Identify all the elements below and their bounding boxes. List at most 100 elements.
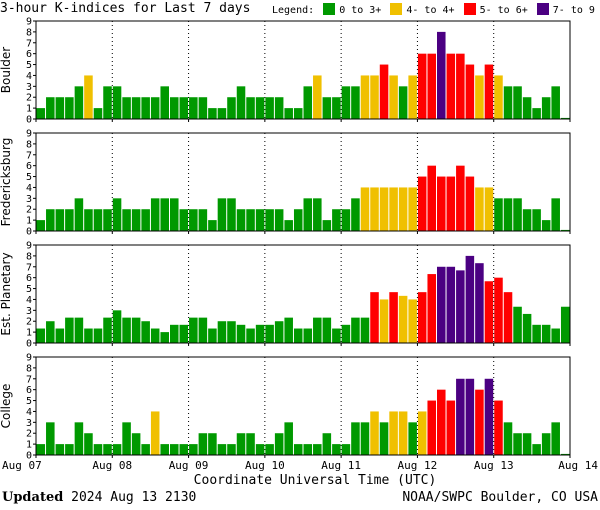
k-index-bar xyxy=(217,108,227,119)
k-index-bar xyxy=(522,97,532,119)
k-index-bar xyxy=(160,86,169,119)
k-index-bar xyxy=(484,187,494,231)
k-index-bar xyxy=(217,198,227,231)
k-index-bar xyxy=(522,433,532,455)
k-index-bar xyxy=(437,266,446,343)
k-index-bar xyxy=(293,328,303,343)
k-index-bar xyxy=(141,209,150,231)
k-index-bar xyxy=(379,64,389,119)
k-index-bar xyxy=(208,328,217,343)
k-index-bar xyxy=(303,198,313,231)
k-index-bar xyxy=(46,97,55,119)
k-index-bar xyxy=(160,332,169,343)
k-index-bar xyxy=(541,324,551,343)
legend-swatch-yellow xyxy=(390,3,403,15)
k-index-bar xyxy=(179,444,189,455)
k-index-bar xyxy=(217,321,227,343)
k-index-bar xyxy=(360,187,370,231)
k-index-bar xyxy=(389,75,398,119)
legend-item-quiet: 0 to 3+ xyxy=(323,3,381,16)
k-index-bar xyxy=(456,165,465,231)
k-index-bar xyxy=(560,117,570,119)
y-tick-label: 4 xyxy=(26,407,32,418)
k-index-bar xyxy=(265,209,274,231)
k-index-bar xyxy=(55,328,65,343)
y-tick-label: 4 xyxy=(26,71,32,82)
x-tick-label: Aug 07 xyxy=(2,459,42,472)
legend: Legend: 0 to 3+ 4- to 4+ 5- to 6+ 7- to … xyxy=(272,3,595,16)
k-index-bar xyxy=(93,108,103,119)
k-index-bar xyxy=(131,433,141,455)
y-tick-label: 0 xyxy=(26,339,32,350)
k-index-bar xyxy=(360,317,370,343)
k-index-bar xyxy=(55,444,65,455)
y-tick-label: 9 xyxy=(26,129,32,140)
k-index-bar xyxy=(456,270,465,343)
k-index-bar xyxy=(112,310,122,343)
k-index-bar xyxy=(255,444,265,455)
panel-frame xyxy=(35,132,571,232)
k-index-bar xyxy=(246,328,255,343)
k-index-bar xyxy=(46,321,55,343)
k-index-bar xyxy=(465,176,475,231)
k-index-bar xyxy=(379,422,389,455)
y-tick-label: 3 xyxy=(26,194,32,205)
y-tick-label: 8 xyxy=(26,251,32,262)
k-index-bar xyxy=(370,75,379,119)
k-index-bar xyxy=(427,400,436,455)
y-tick-label: 6 xyxy=(26,273,32,284)
k-index-bar xyxy=(437,389,446,455)
k-index-bar xyxy=(360,422,370,455)
panel-name: College xyxy=(0,384,13,429)
panel-frame xyxy=(35,356,571,456)
k-index-bar xyxy=(456,53,465,119)
k-index-bar xyxy=(141,321,150,343)
k-index-bar xyxy=(122,97,131,119)
k-index-bar xyxy=(189,317,198,343)
k-index-bar xyxy=(341,324,351,343)
k-index-bar xyxy=(93,209,103,231)
x-tick-label: Aug 09 xyxy=(169,459,209,472)
x-tick-label: Aug 14 xyxy=(558,459,598,472)
k-index-bar xyxy=(465,378,475,455)
legend-label: Legend: xyxy=(272,5,315,16)
k-index-bar xyxy=(456,378,465,455)
k-index-bar xyxy=(475,187,484,231)
k-index-bar xyxy=(179,97,189,119)
y-tick-label: 5 xyxy=(26,172,32,183)
legend-item-label: 4- to 4+ xyxy=(406,5,455,16)
k-index-bar xyxy=(475,75,484,119)
k-index-bar xyxy=(36,328,46,343)
k-index-bar xyxy=(522,209,532,231)
y-tick-label: 8 xyxy=(26,363,32,374)
k-index-bar xyxy=(122,317,131,343)
k-index-bar xyxy=(484,64,494,119)
legend-item-active: 4- to 4+ xyxy=(390,3,455,16)
k-index-bar xyxy=(475,263,484,343)
k-index-bar xyxy=(112,444,122,455)
k-index-bar xyxy=(313,317,322,343)
updated-time: 2024 Aug 13 2130 xyxy=(71,490,197,505)
k-index-bar xyxy=(417,53,427,119)
k-index-bar xyxy=(513,433,522,455)
k-index-bar xyxy=(46,209,55,231)
k-index-bar xyxy=(560,229,570,231)
panel-name: Fredericksburg xyxy=(0,138,13,227)
k-index-bar xyxy=(265,97,274,119)
k-index-bar xyxy=(417,411,427,455)
k-index-bar xyxy=(303,328,313,343)
k-index-bar xyxy=(246,209,255,231)
k-index-bar xyxy=(551,198,560,231)
k-index-bar xyxy=(84,328,93,343)
x-tick-label: Aug 08 xyxy=(92,459,132,472)
k-index-bar xyxy=(141,444,150,455)
k-index-bar xyxy=(560,306,570,343)
k-index-bar xyxy=(398,187,408,231)
k-index-bar xyxy=(84,433,93,455)
k-index-bar xyxy=(332,328,341,343)
k-index-bar xyxy=(503,292,513,343)
k-index-bar xyxy=(122,422,131,455)
legend-swatch-green xyxy=(323,3,336,15)
k-index-bar xyxy=(236,324,246,343)
k-index-bar xyxy=(398,411,408,455)
